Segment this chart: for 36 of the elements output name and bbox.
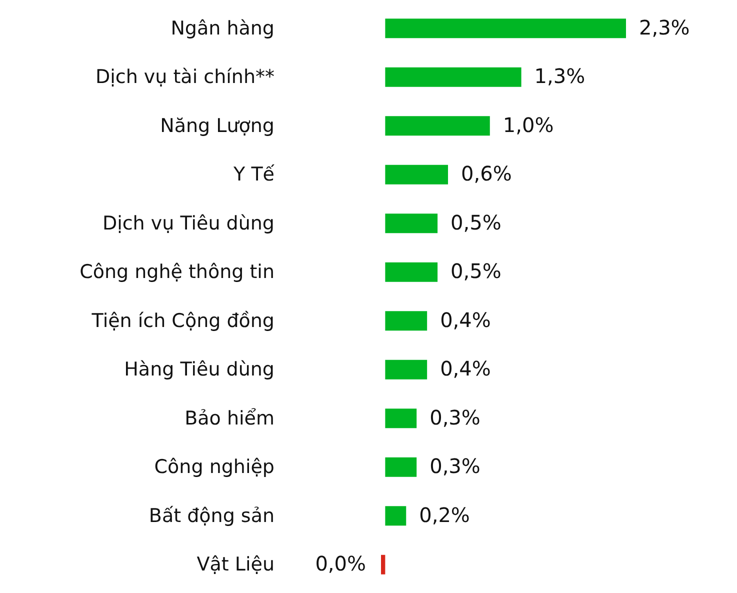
bar (385, 457, 417, 477)
data-label: 0,6% (461, 162, 512, 186)
data-label: 0,3% (430, 405, 480, 430)
bar (385, 360, 428, 380)
y-tick-label: Dịch vụ tài chính** (95, 66, 274, 88)
bar (385, 408, 417, 428)
y-tick-label: Bảo hiểm (184, 407, 274, 430)
bar (385, 18, 626, 38)
y-tick-label: Bất động sản (148, 504, 274, 527)
y-tick-label: Công nghệ thông tin (80, 261, 274, 284)
data-label: 1,0% (502, 112, 554, 137)
data-label: 0,0% (315, 552, 366, 576)
data-label: 0,5% (450, 259, 502, 284)
bar (385, 214, 438, 234)
y-tick-label: Y Tế (232, 164, 275, 186)
bar (385, 164, 448, 184)
data-label: 0,3% (430, 454, 480, 478)
y-tick-label: Năng Lượng (160, 114, 274, 137)
data-label: 0,2% (419, 502, 470, 527)
data-label: 1,3% (534, 64, 586, 88)
bar (385, 311, 428, 331)
data-label: 2,3% (639, 15, 690, 40)
y-tick-label: Dịch vụ Tiêu dùng (102, 212, 274, 234)
bar (385, 116, 490, 136)
bar (385, 262, 438, 282)
bar (385, 506, 406, 526)
y-tick-label: Vật Liệu (196, 554, 274, 576)
bar (385, 67, 522, 87)
data-label: 0,5% (450, 210, 502, 234)
y-tick-label: Ngân hàng (170, 17, 274, 40)
data-label: 0,4% (440, 308, 491, 332)
y-tick-label: Công nghiệp (154, 456, 274, 478)
y-tick-label: Tiện ích Cộng đồng (90, 310, 274, 332)
data-label: 0,4% (440, 356, 491, 381)
y-tick-label: Hàng Tiêu dùng (124, 358, 274, 381)
bar (381, 554, 386, 574)
